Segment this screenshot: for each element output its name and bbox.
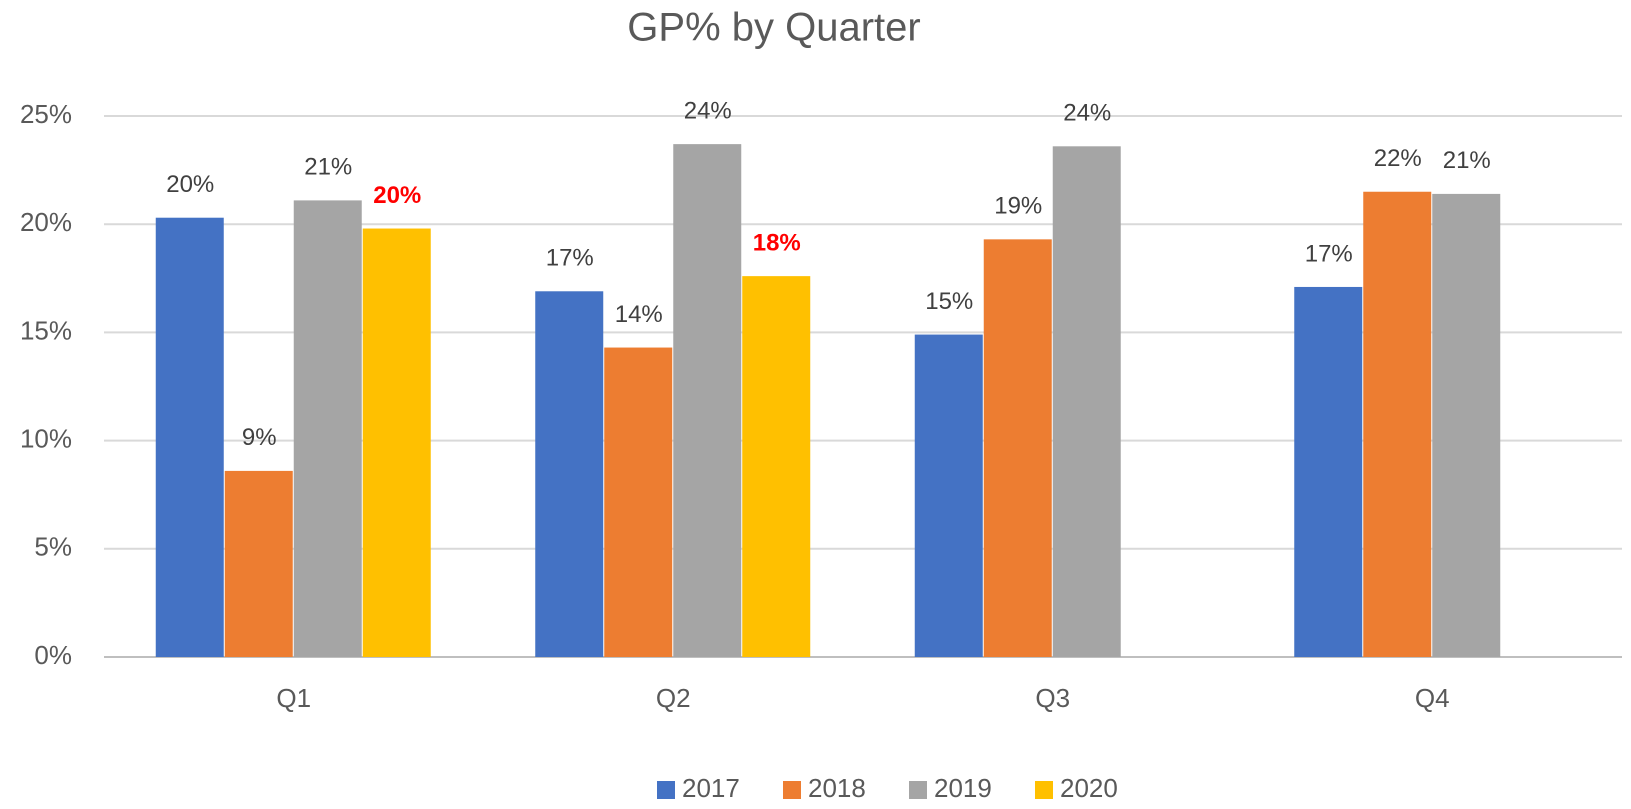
- x-tick-label: Q1: [276, 683, 311, 713]
- bar: [1294, 286, 1363, 657]
- data-label: 17%: [1305, 240, 1353, 267]
- data-label: 15%: [925, 288, 973, 315]
- data-label: 20%: [166, 171, 214, 198]
- y-tick-label: 15%: [20, 315, 72, 345]
- y-tick-label: 25%: [20, 99, 72, 129]
- data-label: 21%: [304, 154, 352, 181]
- data-label: 14%: [615, 301, 663, 328]
- data-label: 9%: [242, 424, 277, 451]
- bar: [742, 276, 811, 657]
- bar: [1432, 193, 1501, 658]
- data-label: 17%: [546, 245, 594, 272]
- data-label: 22%: [1374, 145, 1422, 172]
- x-tick-label: Q2: [656, 683, 691, 713]
- data-label: 18%: [753, 229, 801, 256]
- legend-label: 2017: [682, 773, 740, 803]
- bar: [604, 347, 673, 657]
- data-label: 24%: [1063, 100, 1111, 127]
- legend-swatch: [783, 781, 801, 799]
- legend-label: 2020: [1060, 773, 1118, 803]
- y-tick-label: 5%: [34, 532, 72, 562]
- bar: [362, 228, 431, 657]
- bar: [535, 291, 604, 657]
- bar: [673, 144, 742, 657]
- y-tick-label: 10%: [20, 423, 72, 453]
- bar: [1363, 191, 1432, 658]
- data-label: 19%: [994, 193, 1042, 220]
- legend-label: 2019: [934, 773, 992, 803]
- data-label: 20%: [373, 182, 421, 209]
- legend-swatch: [909, 781, 927, 799]
- data-label: 24%: [684, 97, 732, 124]
- bar: [224, 470, 293, 657]
- y-tick-label: 20%: [20, 207, 72, 237]
- bar: [983, 239, 1052, 657]
- bar: [155, 217, 224, 657]
- x-tick-label: Q4: [1415, 683, 1450, 713]
- legend-swatch: [1035, 781, 1053, 799]
- y-tick-label: 0%: [34, 640, 72, 670]
- legend-swatch: [657, 781, 675, 799]
- chart-title: GP% by Quarter: [627, 6, 920, 50]
- bar: [914, 334, 983, 657]
- bar: [293, 200, 362, 657]
- legend-label: 2018: [808, 773, 866, 803]
- bar: [1052, 146, 1121, 657]
- data-label: 21%: [1443, 147, 1491, 174]
- x-tick-label: Q3: [1035, 683, 1070, 713]
